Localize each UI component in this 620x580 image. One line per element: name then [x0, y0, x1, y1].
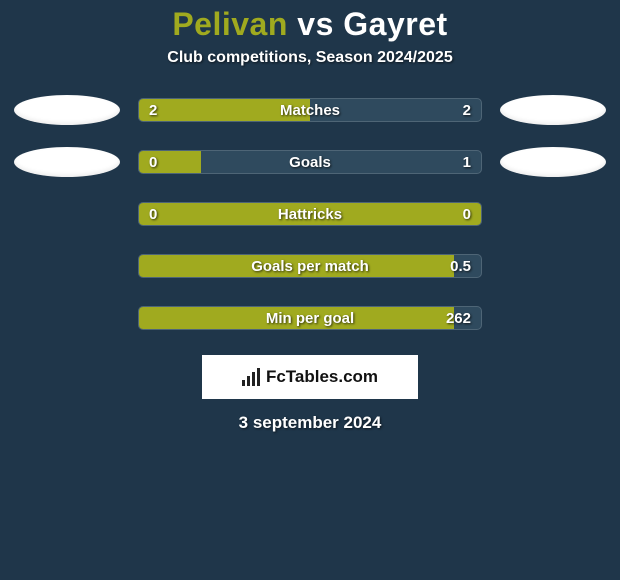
stat-bar: Goals per match0.5: [138, 254, 482, 278]
page-title: Pelivan vs Gayret: [0, 0, 620, 43]
stat-value-right: 0.5: [450, 255, 471, 277]
stat-value-right: 1: [463, 151, 471, 173]
stat-row: 2Matches2: [0, 95, 620, 125]
stat-row: 0Goals1: [0, 147, 620, 177]
subtitle: Club competitions, Season 2024/2025: [0, 49, 620, 67]
title-player-left: Pelivan: [172, 6, 288, 42]
stat-bar: 0Hattricks0: [138, 202, 482, 226]
stat-bar: 0Goals1: [138, 150, 482, 174]
bar-chart-icon: [242, 368, 260, 386]
stat-bar: Min per goal262: [138, 306, 482, 330]
stat-label: Goals per match: [139, 255, 481, 277]
team-badge-right: [500, 147, 606, 177]
stat-value-right: 262: [446, 307, 471, 329]
stat-label: Min per goal: [139, 307, 481, 329]
stat-label: Matches: [139, 99, 481, 121]
stat-label: Goals: [139, 151, 481, 173]
stat-value-right: 2: [463, 99, 471, 121]
brand-badge: FcTables.com: [202, 355, 418, 399]
brand-text: FcTables.com: [266, 367, 378, 387]
stats-list: 2Matches20Goals10Hattricks0Goals per mat…: [0, 95, 620, 333]
title-player-right: Gayret: [343, 6, 447, 42]
stat-row: Goals per match0.5: [0, 251, 620, 281]
comparison-infographic: Pelivan vs Gayret Club competitions, Sea…: [0, 0, 620, 580]
stat-row: Min per goal262: [0, 303, 620, 333]
team-badge-right: [500, 95, 606, 125]
date-stamp: 3 september 2024: [0, 413, 620, 433]
stat-label: Hattricks: [139, 203, 481, 225]
title-vs: vs: [288, 6, 343, 42]
stat-row: 0Hattricks0: [0, 199, 620, 229]
stat-value-right: 0: [463, 203, 471, 225]
team-badge-left: [14, 95, 120, 125]
stat-bar: 2Matches2: [138, 98, 482, 122]
team-badge-left: [14, 147, 120, 177]
